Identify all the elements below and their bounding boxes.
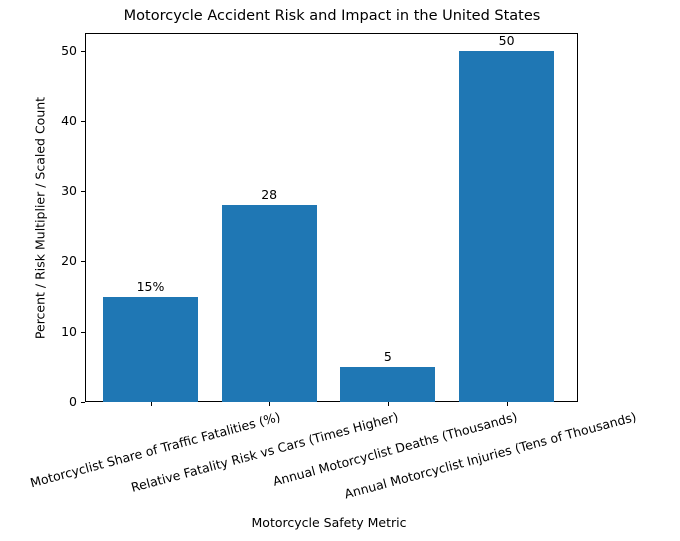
y-tick-mark (81, 331, 85, 333)
x-tick-mark (269, 402, 271, 406)
bar (103, 296, 198, 402)
y-tick-mark (81, 191, 85, 193)
bar (221, 205, 317, 402)
x-tick-mark (506, 402, 508, 406)
bar (459, 50, 555, 402)
x-tick-mark (150, 402, 152, 406)
bar-value-label: 5 (383, 348, 392, 364)
y-tick-label: 50 (61, 42, 77, 58)
y-tick-mark (81, 50, 85, 52)
x-tick-mark (387, 402, 389, 406)
bar-value-label: 50 (498, 32, 515, 48)
y-tick-mark (81, 261, 85, 263)
bar-value-label: 15% (136, 278, 165, 294)
y-tick-label: 30 (61, 183, 77, 199)
bar (340, 366, 436, 402)
y-tick-mark (81, 402, 85, 403)
chart-title: Motorcycle Accident Risk and Impact in t… (123, 8, 541, 24)
y-tick-label: 20 (61, 253, 77, 269)
bar-value-label: 28 (261, 187, 278, 203)
y-tick-mark (81, 120, 85, 122)
y-tick-label: 10 (61, 323, 77, 339)
x-axis-label: Motorcycle Safety Metric (251, 515, 407, 530)
y-axis-label: Percent / Risk Multiplier / Scaled Count (32, 96, 48, 340)
y-tick-label: 40 (61, 112, 77, 128)
y-tick-label: 0 (69, 394, 77, 409)
plot-area (85, 33, 578, 402)
